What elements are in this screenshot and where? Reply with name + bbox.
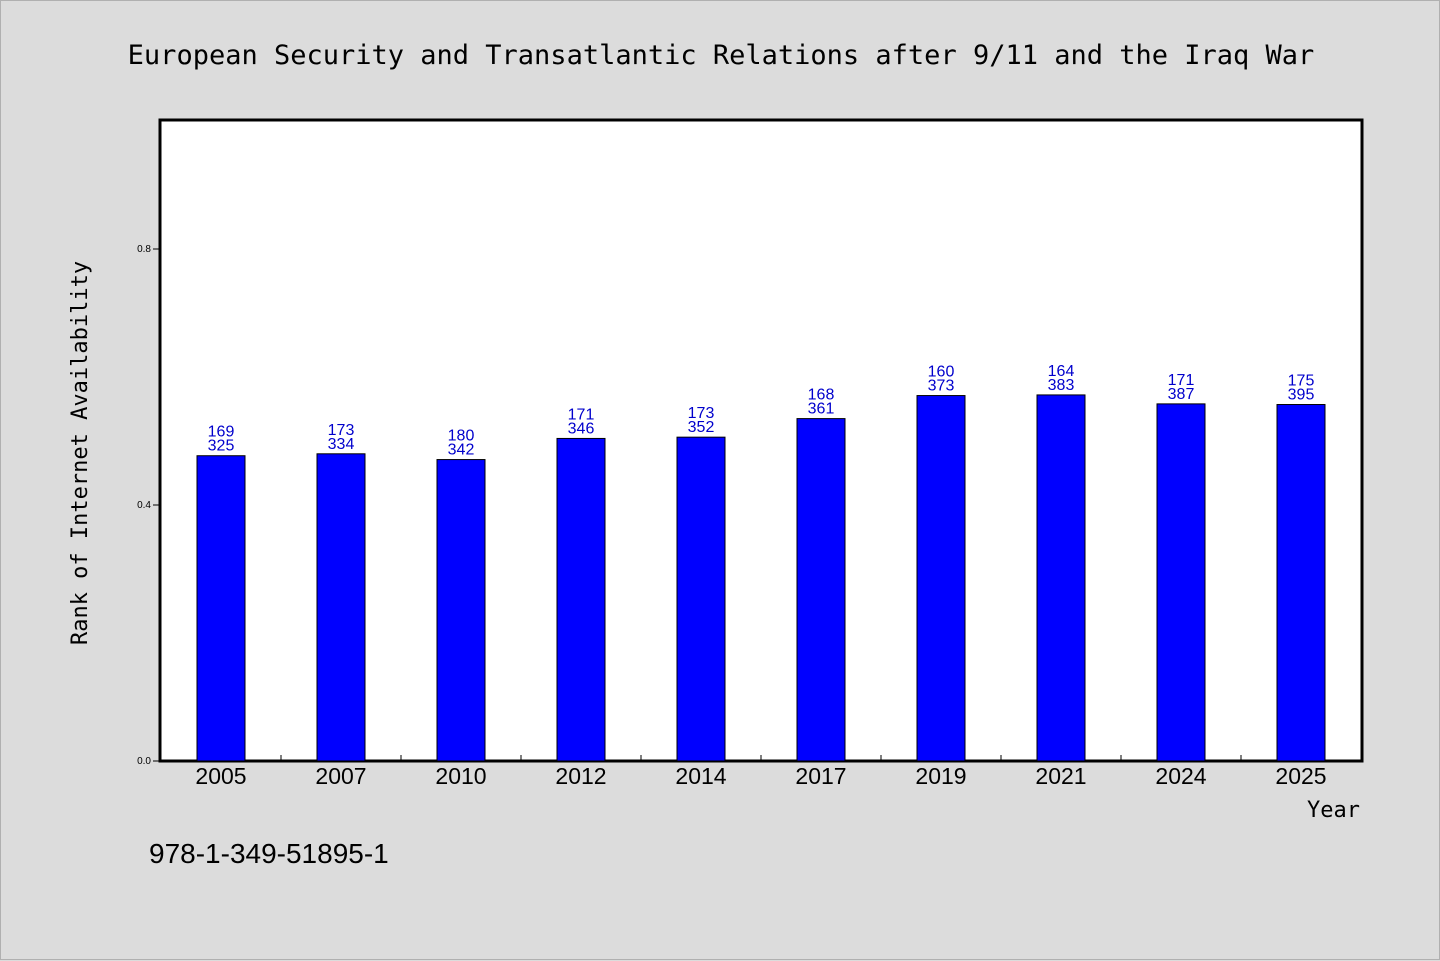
x-tick-label: 2021 <box>1035 763 1086 789</box>
x-tick-label: 2025 <box>1275 763 1326 789</box>
x-tick-label: 2010 <box>435 763 486 789</box>
data-label-bottom: 373 <box>928 378 955 395</box>
data-label-top: 164 <box>1048 363 1075 380</box>
x-tick-label: 2017 <box>795 763 846 789</box>
y-tick-label: 0.8 <box>137 244 151 255</box>
x-tick-label: 2012 <box>555 763 606 789</box>
data-label-bottom: 325 <box>208 438 235 455</box>
x-axis-label: Year <box>1307 798 1360 823</box>
bar-2007 <box>316 453 366 762</box>
data-label-top: 169 <box>208 424 235 441</box>
data-label-top: 171 <box>1168 372 1195 389</box>
bar-2021 <box>1036 394 1086 762</box>
bar-2024 <box>1156 403 1206 762</box>
x-tick-label: 2007 <box>315 763 366 789</box>
y-tick-label: 0.4 <box>137 500 151 511</box>
data-label-bottom: 342 <box>448 442 475 459</box>
data-label-top: 173 <box>328 422 355 439</box>
data-label-bottom: 383 <box>1048 377 1075 394</box>
data-label-top: 171 <box>568 406 595 423</box>
bar-2017 <box>796 418 846 762</box>
bar-2010 <box>436 459 486 762</box>
bar-2019 <box>916 395 966 762</box>
data-label-top: 173 <box>688 405 715 422</box>
footer-isbn: 978-1-349-51895-1 <box>149 838 389 869</box>
bar-series <box>196 394 1326 762</box>
bar-2012 <box>556 437 606 762</box>
data-label-bottom: 387 <box>1168 386 1195 403</box>
y-tick-label: 0.0 <box>137 756 151 767</box>
data-label-bottom: 352 <box>688 419 715 436</box>
data-label-top: 160 <box>928 364 955 381</box>
x-tick-label: 2014 <box>675 763 726 789</box>
x-tick-label: 2019 <box>915 763 966 789</box>
data-label-top: 168 <box>808 387 835 404</box>
data-label-bottom: 346 <box>568 420 595 437</box>
bar-2014 <box>676 436 726 762</box>
bar-2025 <box>1276 404 1326 762</box>
data-label-bottom: 395 <box>1288 387 1315 404</box>
data-label-top: 180 <box>448 428 475 445</box>
chart-title: European Security and Transatlantic Rela… <box>128 40 1315 71</box>
y-axis: 0.0 0.4 0.8 <box>137 244 161 767</box>
data-label-bottom: 334 <box>328 436 355 453</box>
x-tick-label: 2024 <box>1155 763 1206 789</box>
data-label-bottom: 361 <box>808 401 835 418</box>
y-axis-label: Rank of Internet Availability <box>68 261 93 645</box>
x-axis: 2005 2007 2010 2012 2014 2017 2019 2021 2024 2025 <box>195 755 1327 789</box>
data-label-top: 175 <box>1288 373 1315 390</box>
bar-2005 <box>196 455 246 762</box>
x-tick-label: 2005 <box>195 763 246 789</box>
